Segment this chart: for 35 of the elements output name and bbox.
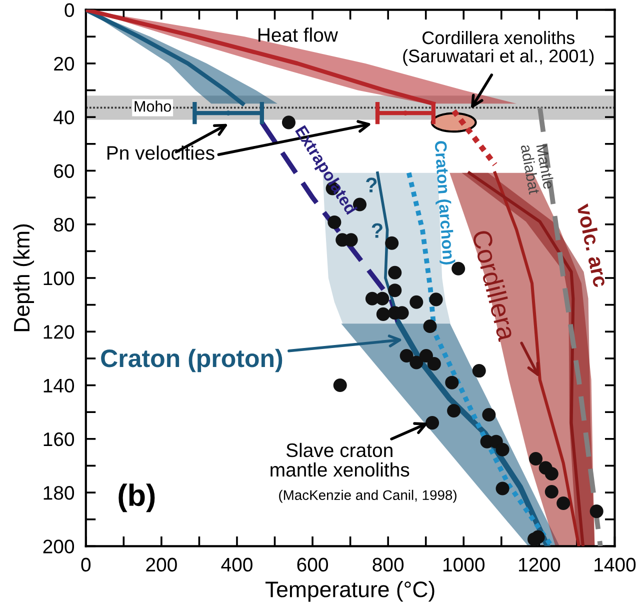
annotation: Cordillera	[472, 229, 518, 342]
annotation: Pn velocities	[107, 146, 214, 160]
x-tick-label: 200	[146, 558, 177, 572]
annotation: volc. arc	[576, 202, 610, 288]
annotation: ?	[366, 178, 377, 192]
y-tick-label: 120	[44, 325, 74, 339]
y-tick-label: 20	[54, 56, 74, 71]
annotation: Craton (archon)	[431, 140, 456, 265]
x-tick-label: 0	[81, 558, 91, 572]
annotation: ?	[372, 223, 382, 238]
x-tick-label: 600	[297, 558, 328, 572]
annotation: Slave craton mantle xenoliths	[270, 442, 410, 477]
annotation: Mantle adiabat	[520, 144, 555, 195]
y-tick-label: 40	[54, 110, 74, 124]
x-tick-label: 1000	[443, 558, 484, 572]
x-axis-title: Temperature (°C)	[265, 580, 434, 602]
annotation: Craton (proton)	[101, 348, 282, 372]
y-tick-label: 60	[54, 164, 74, 178]
x-tick-label: 1400	[594, 558, 636, 572]
y-tick-label: 180	[44, 486, 74, 500]
x-tick-label: 400	[221, 558, 252, 572]
y-tick-label: 100	[44, 271, 74, 286]
y-tick-label: 200	[43, 540, 74, 554]
x-tick-label: 1200	[519, 558, 560, 572]
y-axis-title: Depth (km)	[13, 224, 34, 332]
y-tick-label: 0	[64, 3, 74, 18]
annotation: Cordillera xenoliths (Saruwatari et al., 2001)	[403, 30, 594, 66]
annotation: (b)	[118, 484, 155, 512]
y-tick-label: 160	[44, 432, 74, 446]
y-tick-label: 80	[54, 218, 74, 232]
band-label: Moho	[134, 100, 172, 112]
x-tick-label: 800	[372, 558, 404, 572]
annotation: Heat flow	[258, 28, 338, 42]
y-tick-label: 140	[44, 378, 74, 393]
annotation: (MacKenzie and Canil, 1998)	[279, 490, 456, 503]
